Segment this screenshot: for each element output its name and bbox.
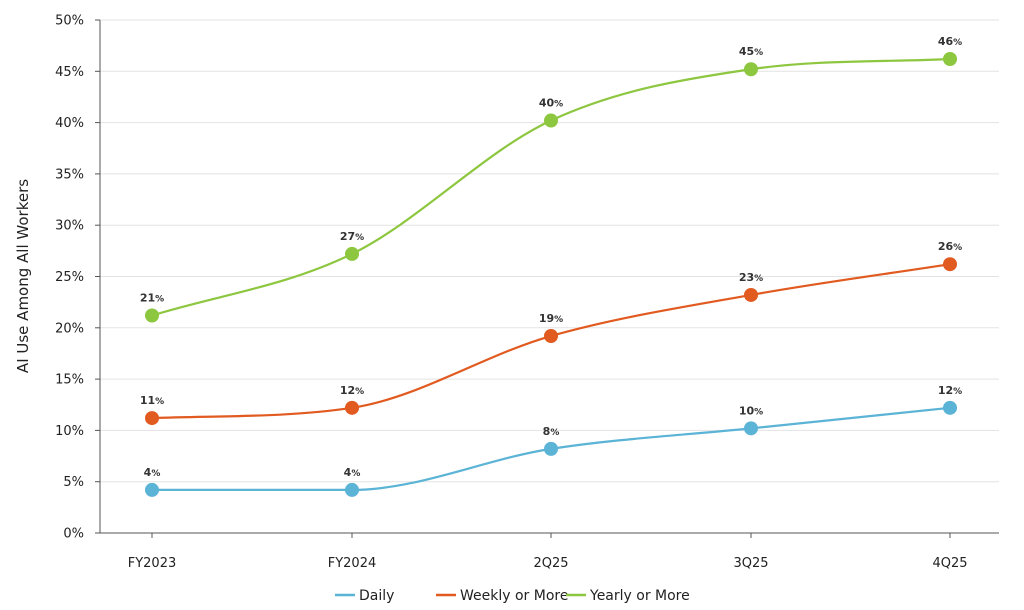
x-tick-label: 3Q25 [733,556,768,571]
y-tick-label: 10% [55,424,84,439]
data-label: 11% [140,394,164,407]
data-label: 4% [344,466,361,479]
y-tick-label: 0% [63,527,84,542]
data-point [943,257,957,272]
data-point [145,482,159,497]
data-label: 12% [340,384,364,397]
y-tick-label: 5% [63,475,84,490]
legend-label: Daily [359,588,394,604]
series-daily: 4% 4% 8% 10% 12% [144,384,962,497]
data-label: 27% [340,230,364,243]
data-point [145,308,159,323]
legend-item-daily: Daily [335,588,394,604]
x-tick-labels: FY2023 FY2024 2Q25 3Q25 4Q25 [128,533,968,571]
x-tick-label: 4Q25 [932,556,967,571]
y-tick-labels: 0% 5% 10% 15% 20% 25% 30% 35% 40% 45% 50% [55,14,100,542]
legend-item-yearly-or-more: Yearly or More [566,588,690,604]
data-point [943,400,957,415]
y-tick-label: 30% [55,219,84,234]
series-weekly-or-more: 11% 12% 19% 23% 26% [140,240,962,426]
data-label: 46% [938,35,962,48]
data-point [345,482,359,497]
data-point [544,441,558,456]
x-tick-label: FY2023 [128,556,177,571]
series: 4% 4% 8% 10% 12% 11% 12% 19% 23% 26% 21% 27% 40% 45% 4… [140,35,962,497]
y-tick-label: 45% [55,65,84,80]
data-label: 45% [739,45,763,58]
y-tick-label: 25% [55,270,84,285]
data-label: 40% [539,97,563,110]
legend-label: Yearly or More [589,588,690,604]
data-label: 4% [144,466,161,479]
data-point [145,411,159,426]
data-point [544,329,558,344]
data-point [544,113,558,128]
y-tick-label: 20% [55,321,84,336]
data-point [943,51,957,66]
series-yearly-or-more: 21% 27% 40% 45% 46% [140,35,962,323]
legend-item-weekly-or-more: Weekly or More [436,588,568,604]
data-label: 8% [543,425,560,438]
legend-label: Weekly or More [460,588,568,604]
data-label: 23% [739,271,763,284]
data-label: 26% [938,240,962,253]
y-tick-label: 15% [55,373,84,388]
data-point [345,400,359,415]
data-label: 21% [140,291,164,304]
y-tick-label: 50% [55,14,84,29]
data-label: 10% [739,404,763,417]
data-point [345,246,359,261]
y-tick-label: 40% [55,116,84,131]
data-point [744,421,758,436]
grid-lines [100,19,999,483]
legend: Daily Weekly or More Yearly or More [335,588,690,604]
x-tick-label: 2Q25 [533,556,568,571]
data-point [744,62,758,77]
x-tick-label: FY2024 [328,556,377,571]
data-label: 19% [539,312,563,325]
y-tick-label: 35% [55,167,84,182]
data-point [744,287,758,302]
y-axis-title: AI Use Among All Workers [14,179,32,373]
data-label: 12% [938,384,962,397]
